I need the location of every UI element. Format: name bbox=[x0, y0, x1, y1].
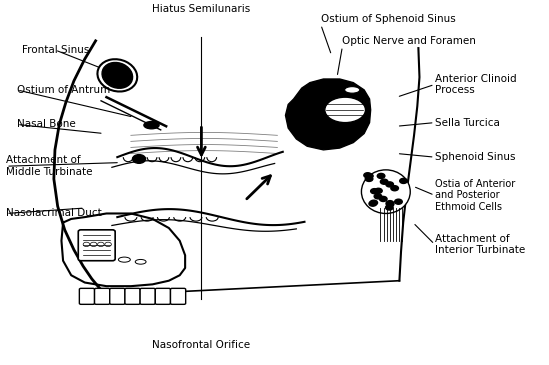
Circle shape bbox=[380, 179, 388, 184]
Circle shape bbox=[391, 186, 399, 191]
Text: Hiatus Semilunaris: Hiatus Semilunaris bbox=[152, 4, 250, 14]
Text: Ostia of Anterior
and Posterior
Ethmoid Cells: Ostia of Anterior and Posterior Ethmoid … bbox=[435, 179, 515, 212]
Ellipse shape bbox=[345, 87, 360, 93]
Ellipse shape bbox=[361, 170, 410, 214]
PathPatch shape bbox=[285, 79, 371, 150]
Text: Optic Nerve and Foramen: Optic Nerve and Foramen bbox=[343, 36, 477, 46]
Circle shape bbox=[377, 173, 385, 178]
Circle shape bbox=[400, 178, 407, 184]
Circle shape bbox=[385, 205, 393, 210]
Text: Sphenoid Sinus: Sphenoid Sinus bbox=[435, 152, 515, 162]
FancyBboxPatch shape bbox=[140, 288, 155, 304]
FancyBboxPatch shape bbox=[79, 230, 115, 261]
Circle shape bbox=[132, 155, 145, 163]
Ellipse shape bbox=[119, 257, 130, 262]
Circle shape bbox=[371, 189, 378, 194]
FancyBboxPatch shape bbox=[94, 288, 110, 304]
FancyBboxPatch shape bbox=[125, 288, 140, 304]
Circle shape bbox=[370, 200, 378, 205]
Circle shape bbox=[386, 182, 394, 187]
Text: Ostium of Sphenoid Sinus: Ostium of Sphenoid Sinus bbox=[321, 15, 456, 24]
Text: Anterior Clinoid
Process: Anterior Clinoid Process bbox=[435, 74, 516, 95]
Ellipse shape bbox=[100, 254, 113, 260]
Ellipse shape bbox=[102, 62, 133, 88]
Circle shape bbox=[374, 188, 382, 193]
Ellipse shape bbox=[144, 122, 159, 129]
Ellipse shape bbox=[135, 260, 146, 264]
Text: Attachment of
Interior Turbinate: Attachment of Interior Turbinate bbox=[435, 234, 525, 255]
Circle shape bbox=[386, 202, 394, 207]
Text: Frontal Sinus: Frontal Sinus bbox=[23, 45, 90, 55]
Text: Sella Turcica: Sella Turcica bbox=[435, 118, 500, 128]
Text: Nasolacrimal Duct: Nasolacrimal Duct bbox=[6, 208, 102, 219]
Ellipse shape bbox=[325, 97, 366, 123]
Ellipse shape bbox=[80, 250, 96, 257]
Circle shape bbox=[366, 173, 373, 178]
Circle shape bbox=[374, 194, 382, 199]
Text: Attachment of
Middle Turbinate: Attachment of Middle Turbinate bbox=[6, 155, 93, 177]
FancyBboxPatch shape bbox=[110, 288, 125, 304]
Circle shape bbox=[364, 173, 372, 178]
Circle shape bbox=[379, 196, 387, 201]
Text: Ostium of Antrum: Ostium of Antrum bbox=[17, 85, 110, 95]
Circle shape bbox=[386, 201, 394, 206]
Circle shape bbox=[395, 199, 402, 204]
FancyBboxPatch shape bbox=[155, 288, 171, 304]
Text: Nasal Bone: Nasal Bone bbox=[17, 119, 76, 130]
Circle shape bbox=[369, 201, 377, 206]
Text: Nasofrontal Orifice: Nasofrontal Orifice bbox=[152, 340, 250, 350]
Circle shape bbox=[365, 176, 373, 181]
FancyBboxPatch shape bbox=[171, 288, 186, 304]
FancyBboxPatch shape bbox=[80, 288, 94, 304]
